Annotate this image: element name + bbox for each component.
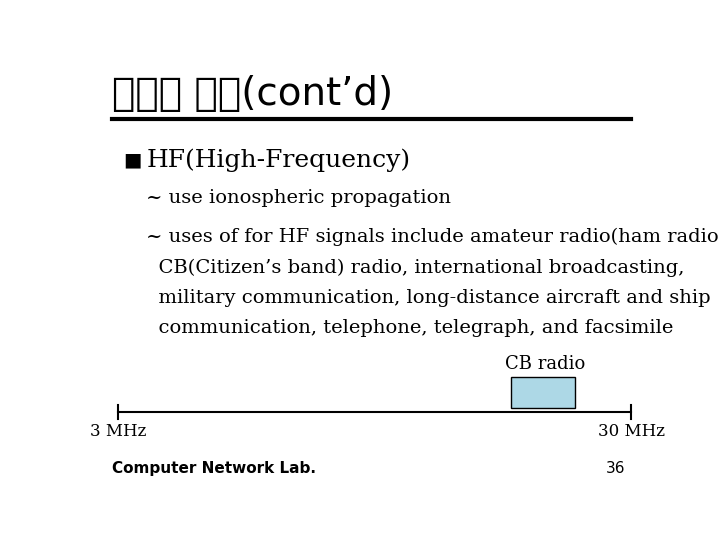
Text: 36: 36 [606,461,626,476]
Text: 3 MHz: 3 MHz [90,423,146,441]
Text: ■: ■ [124,151,142,170]
Text: communication, telephone, telegraph, and facsimile: communication, telephone, telegraph, and… [145,320,673,338]
Text: HF(High-Frequency): HF(High-Frequency) [147,148,411,172]
Text: ~ use ionospheric propagation: ~ use ionospheric propagation [145,189,451,207]
Text: CB(Citizen’s band) radio, international broadcasting,: CB(Citizen’s band) radio, international … [145,259,684,277]
Text: ~ uses of for HF signals include amateur radio(ham radio),: ~ uses of for HF signals include amateur… [145,228,720,246]
Text: Computer Network Lab.: Computer Network Lab. [112,461,316,476]
Text: 30 MHz: 30 MHz [598,423,665,441]
Text: 비유도 매체(cont’d): 비유도 매체(cont’d) [112,75,393,113]
Text: CB radio: CB radio [505,355,585,373]
Bar [511,377,575,408]
Text: military communication, long-distance aircraft and ship: military communication, long-distance ai… [145,289,711,307]
